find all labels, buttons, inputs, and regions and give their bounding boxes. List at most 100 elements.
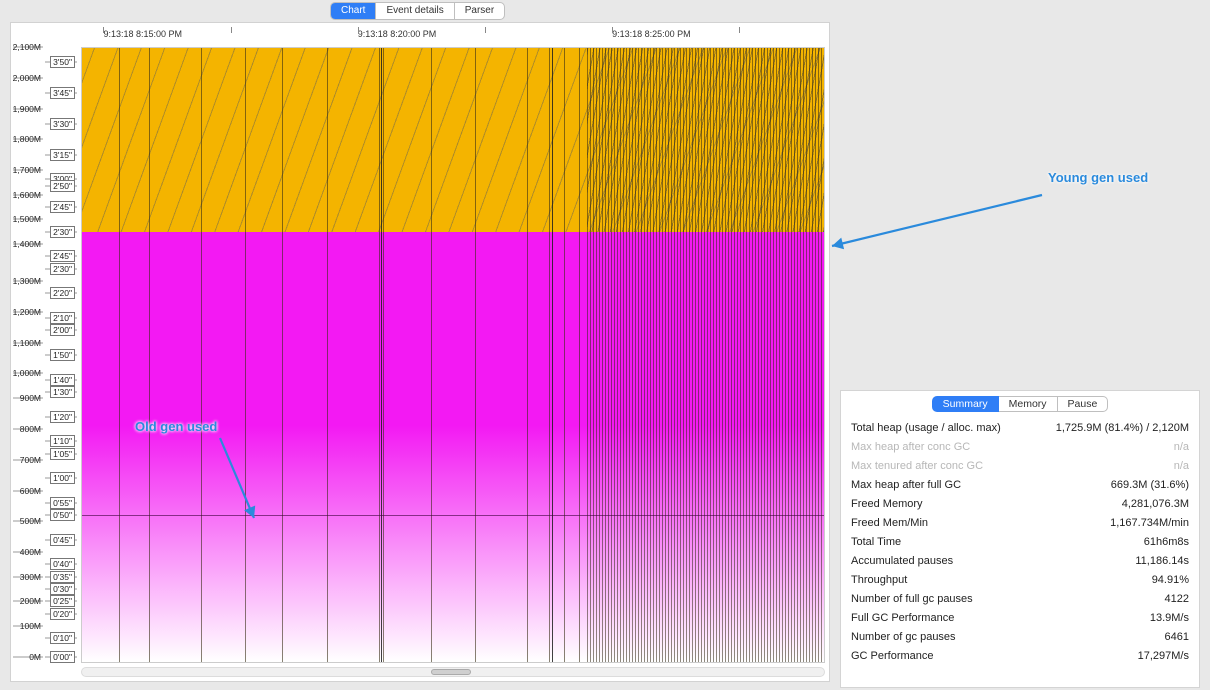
summary-key: Freed Memory [851,498,923,510]
gc-chart: 9:13:18 8:15:00 PM 9:13:18 8:20:00 PM 9:13… [10,22,830,682]
y-tick-label: 2'00" [50,324,75,336]
y-tick-label: 2'30" [50,263,75,275]
annotation-young-gen: Young gen used [1048,170,1148,185]
old-gen-used-line [82,515,824,516]
y-tick-label: 0'10" [50,632,75,644]
y-tick-label: 1'30" [50,386,75,398]
y-tick-label: 2'10" [50,312,75,324]
tab-event-details[interactable]: Event details [376,3,454,19]
y-tick-label: 2'45" [50,201,75,213]
summary-value: 1,725.9M (81.4%) / 2,120M [1056,422,1189,434]
summary-row: Number of full gc pauses 4122 [851,589,1189,608]
y-tick-label: 0'25" [50,595,75,607]
summary-row: Max heap after conc GC n/a [851,437,1189,456]
time-label: 9:13:18 8:20:00 PM [358,29,437,39]
summary-row: Full GC Performance 13.9M/s [851,608,1189,627]
summary-value: 94.91% [1152,574,1189,586]
y-tick-label: 1,500M [13,214,41,224]
summary-row: Accumulated pauses11,186.14s [851,551,1189,570]
summary-key: Max tenured after conc GC [851,460,983,472]
y-tick-label: 2,100M [13,42,41,52]
summary-value: 1,167.734M/min [1110,517,1189,529]
y-tick-label: 1,800M [13,134,41,144]
y-tick-label: 1,700M [13,165,41,175]
summary-key: Total heap (usage / alloc. max) [851,422,1001,434]
summary-row: Total heap (usage / alloc. max) 1,725.9M … [851,418,1189,437]
summary-value: 4,281,076.3M [1122,498,1189,510]
summary-row: Max heap after full GC 669.3M (31.6%) [851,475,1189,494]
summary-key: Accumulated pauses [851,555,953,567]
time-ruler: 9:13:18 8:15:00 PM 9:13:18 8:20:00 PM 9:13… [81,27,829,45]
summary-key: Total Time [851,536,901,548]
summary-key: Number of gc pauses [851,631,956,643]
y-tick-label: 1'40" [50,374,75,386]
y-tick-label: 1'10" [50,435,75,447]
tab-summary[interactable]: Summary [932,396,999,412]
top-tabs: Chart Event details Parser [330,2,505,20]
y-tick-label: 600M [20,486,41,496]
scrollbar-thumb[interactable] [431,669,471,675]
summary-row: Freed Mem/Min 1,167.734M/min [851,513,1189,532]
y-tick-label: 2'20" [50,287,75,299]
y-tick-label: 1'05" [50,448,75,460]
summary-row: Max tenured after conc GC n/a [851,456,1189,475]
y-tick-label: 1,300M [13,276,41,286]
summary-key: Freed Mem/Min [851,517,928,529]
summary-key: Throughput [851,574,907,586]
y-tick-label: 200M [20,596,41,606]
summary-key: Max heap after conc GC [851,441,970,453]
y-tick-label: 2,000M [13,73,41,83]
summary-key: Full GC Performance [851,612,954,624]
y-axis-pause: 3'50"3'45"3'30"3'15"3'00"2'50"2'45"2'30"… [45,47,77,663]
summary-row: Total Time 61h6m8s [851,532,1189,551]
summary-value: 6461 [1165,631,1189,643]
y-tick-label: 2'45" [50,250,75,262]
y-tick-label: 0'50" [50,509,75,521]
y-tick-label: 1,400M [13,239,41,249]
y-tick-label: 1,200M [13,307,41,317]
summary-value: 17,297M/s [1138,650,1189,662]
y-tick-label: 300M [20,572,41,582]
summary-key: Number of full gc pauses [851,593,973,605]
tab-pause[interactable]: Pause [1058,396,1109,412]
y-tick-label: 1,600M [13,190,41,200]
plot-area[interactable] [81,47,825,663]
y-tick-label: 0'35" [50,571,75,583]
y-tick-label: 800M [20,424,41,434]
summary-key: Max heap after full GC [851,479,961,491]
y-tick-label: 0'40" [50,558,75,570]
horizontal-scrollbar[interactable] [81,667,825,677]
y-tick-label: 3'15" [50,149,75,161]
y-tick-label: 1'50" [50,349,75,361]
y-tick-label: 3'30" [50,118,75,130]
time-label: 9:13:18 8:25:00 PM [612,29,691,39]
summary-value: 669.3M (31.6%) [1111,479,1189,491]
tab-memory[interactable]: Memory [999,396,1058,412]
y-tick-label: 1,000M [13,368,41,378]
summary-value: 4122 [1165,593,1189,605]
tab-chart[interactable]: Chart [331,3,376,19]
y-tick-label: 0M [29,652,41,662]
y-tick-label: 2'50" [50,180,75,192]
y-tick-label: 3'50" [50,56,75,68]
summary-value: 61h6m8s [1144,536,1189,548]
summary-key: GC Performance [851,650,934,662]
y-tick-label: 100M [20,621,41,631]
y-tick-label: 1,100M [13,338,41,348]
y-tick-label: 0'45" [50,534,75,546]
summary-row: Freed Memory 4,281,076.3M [851,494,1189,513]
time-label: 9:13:18 8:15:00 PM [103,29,182,39]
annotation-old-gen: Old gen used [135,419,217,434]
gc-event-dense-pack [587,48,824,662]
y-tick-label: 1'00" [50,472,75,484]
summary-body: Total heap (usage / alloc. max) 1,725.9M … [841,416,1199,671]
summary-value: n/a [1174,441,1189,453]
y-tick-label: 0'30" [50,583,75,595]
summary-value: n/a [1174,460,1189,472]
summary-panel: Summary Memory Pause Total heap (usage /… [840,390,1200,688]
tab-parser[interactable]: Parser [455,3,504,19]
summary-value: 13.9M/s [1150,612,1189,624]
y-tick-label: 0'55" [50,497,75,509]
y-axis-heap: 2,100M2,000M1,900M1,800M1,700M1,600M1,50… [13,47,43,663]
y-tick-label: 500M [20,516,41,526]
